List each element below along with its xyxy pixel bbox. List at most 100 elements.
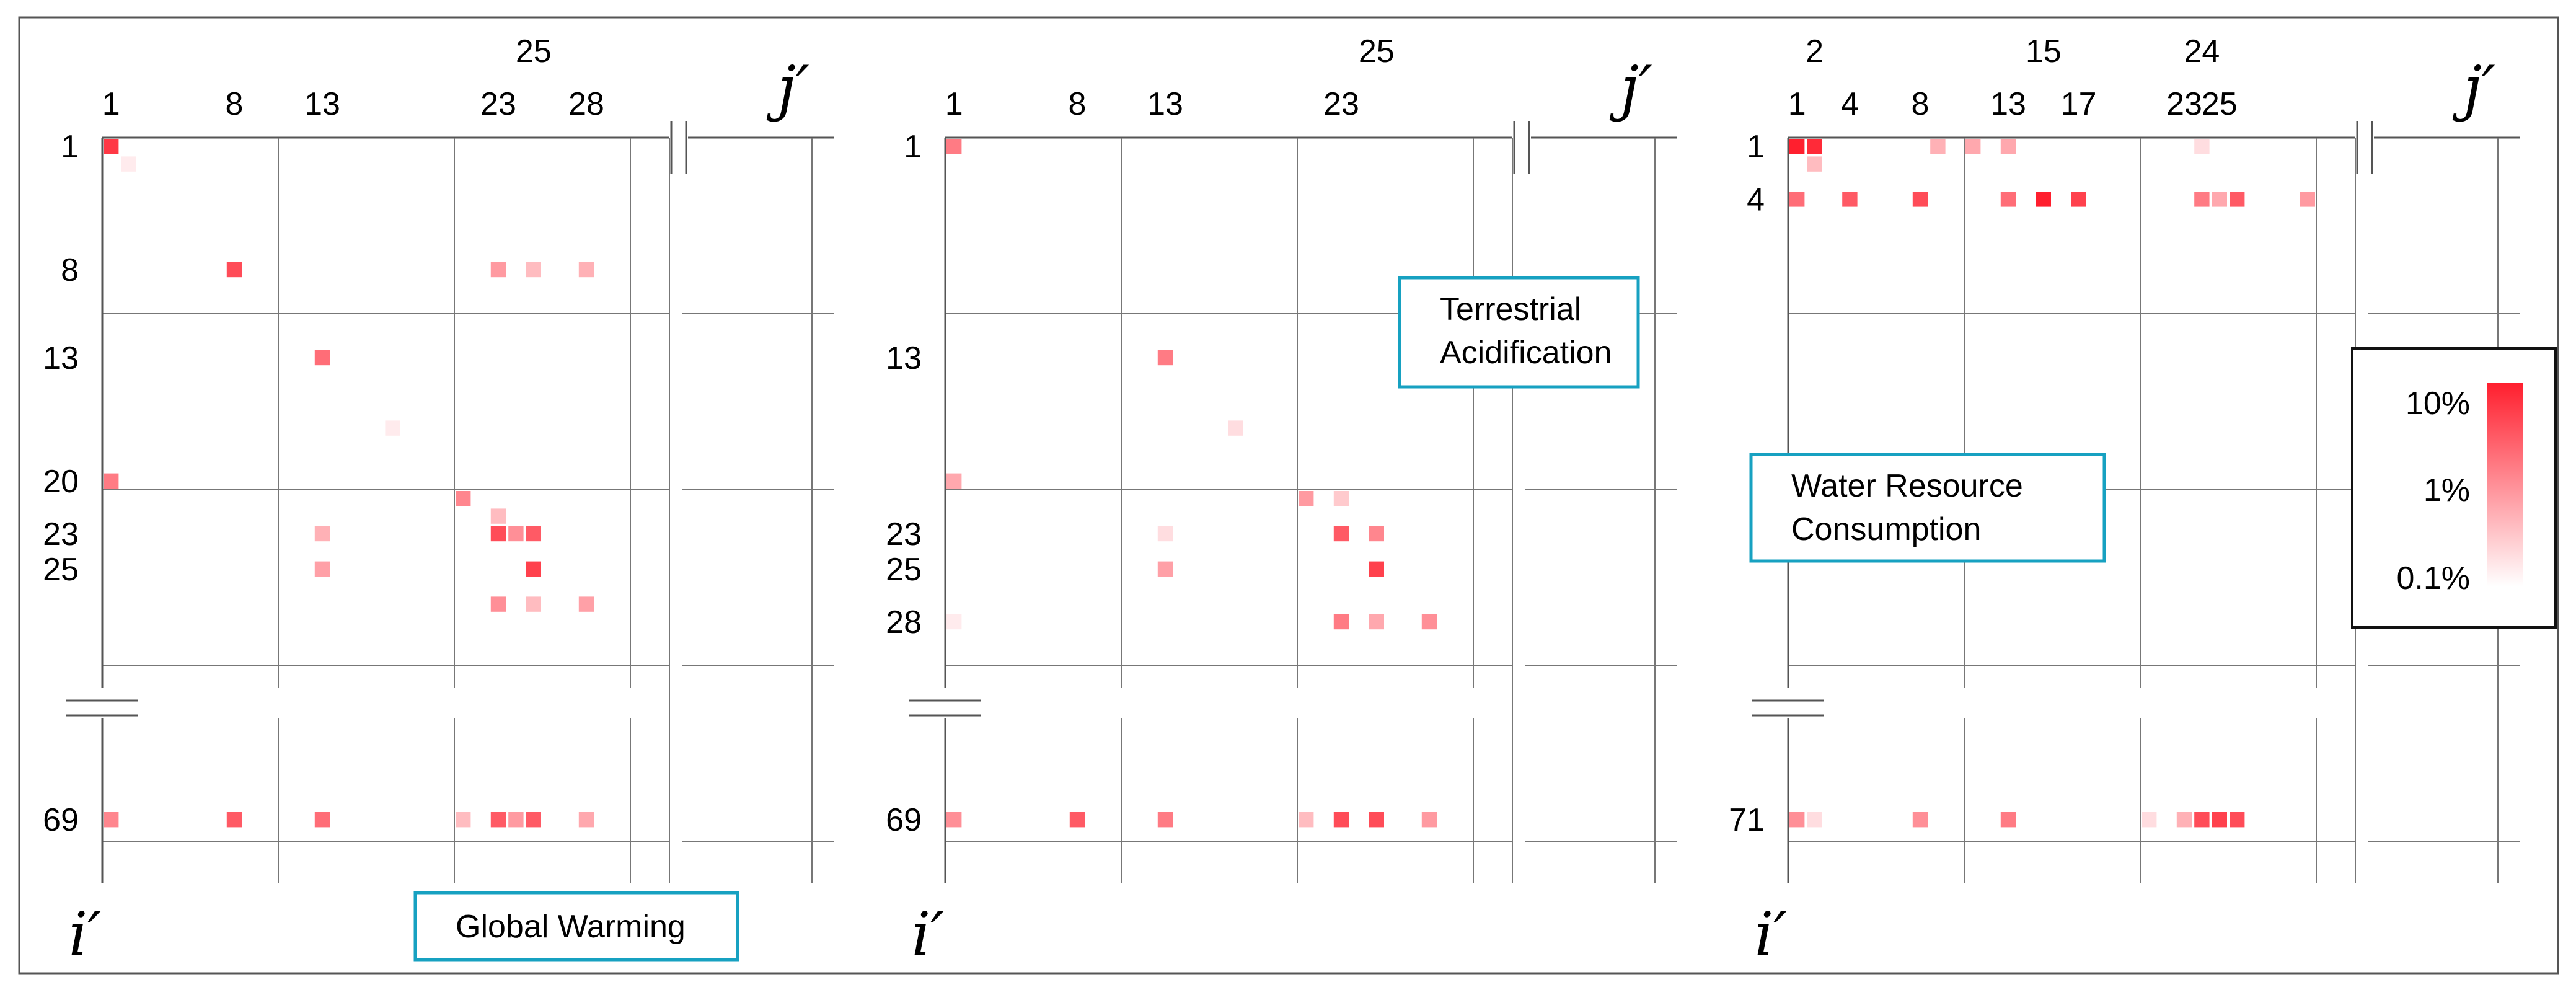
x-tick-label: 17 xyxy=(2061,86,2097,122)
heatmap-cell xyxy=(1807,139,1822,154)
heatmap-cell xyxy=(2071,192,2086,207)
heatmap-cell xyxy=(1157,526,1173,542)
y-tick-label: 23 xyxy=(886,516,922,552)
heatmap-cell xyxy=(1157,350,1173,366)
y-tick-label: 20 xyxy=(43,464,79,500)
y-tick-label: 71 xyxy=(1729,802,1765,838)
heatmap-cell xyxy=(1789,192,1805,207)
heatmap-cell xyxy=(1421,614,1437,630)
heatmap-cell xyxy=(104,812,119,828)
heatmap-cell xyxy=(226,812,242,828)
y-tick-label: 25 xyxy=(43,552,79,588)
y-tick-label: 23 xyxy=(43,516,79,552)
heatmap-cell xyxy=(946,139,962,154)
heatmap-cell xyxy=(526,596,541,612)
heatmap-cell xyxy=(490,812,506,828)
heatmap-cell xyxy=(2194,139,2210,154)
heatmap-cell xyxy=(526,526,541,542)
heatmap-cell xyxy=(1333,614,1349,630)
panel-title-box xyxy=(1749,453,2106,563)
heatmap-cell xyxy=(526,561,541,577)
heatmap-cell xyxy=(526,812,541,828)
y-index-label: i′ xyxy=(912,900,945,969)
y-index-label: i′ xyxy=(69,900,102,969)
heatmap-cell xyxy=(508,812,524,828)
y-tick-label: 1 xyxy=(904,129,922,165)
heatmap-cell xyxy=(1069,812,1085,828)
heatmap-cell xyxy=(2230,812,2245,828)
x-tick-label: 23 xyxy=(2166,86,2202,122)
panel-title-box xyxy=(413,891,739,962)
x-tick-label: 1 xyxy=(1788,86,1806,122)
heatmap-cell xyxy=(1333,812,1349,828)
heatmap-cell xyxy=(104,139,119,154)
legend-color-bar xyxy=(2487,383,2523,586)
heatmap-cell xyxy=(1333,526,1349,542)
heatmap-cell xyxy=(314,561,330,577)
heatmap-cell xyxy=(314,350,330,366)
heatmap-cell xyxy=(1369,526,1384,542)
panel-title: Terrestrial Acidification xyxy=(1440,291,1612,371)
heatmap-cell xyxy=(946,812,962,828)
heatmap-cell xyxy=(1807,156,1822,172)
heatmap-cell xyxy=(314,812,330,828)
y-index-label: i′ xyxy=(1755,900,1788,969)
legend-label: 10% xyxy=(2406,386,2470,422)
heatmap-cell xyxy=(578,596,594,612)
heatmap-cell xyxy=(1157,812,1173,828)
x-tick-label: 28 xyxy=(568,86,604,122)
panel-title: Global Warming xyxy=(456,909,686,945)
x-tick-label: 25 xyxy=(2202,86,2238,122)
heatmap-cell xyxy=(2176,812,2192,828)
color-legend: 10% 1% 0.1% xyxy=(2351,347,2557,629)
heatmap-cell xyxy=(104,473,119,489)
heatmap-cell xyxy=(2212,812,2227,828)
x-tick-label-upper: 2 xyxy=(1806,33,1824,69)
heatmap-cell xyxy=(1369,812,1384,828)
y-tick-label: 4 xyxy=(1747,182,1765,218)
heatmap-cell xyxy=(1369,561,1384,577)
y-tick-label: 13 xyxy=(886,340,922,376)
panel-title-line: Water Resource xyxy=(1791,468,2023,504)
y-tick-label: 69 xyxy=(886,802,922,838)
heatmap-cell xyxy=(2000,812,2016,828)
x-tick-label: 8 xyxy=(1069,86,1087,122)
panel-title-box xyxy=(1398,276,1640,389)
heatmap-cell xyxy=(1299,491,1314,506)
heatmap-cell xyxy=(2194,192,2210,207)
heatmap-cell xyxy=(385,420,400,436)
heatmap-cell xyxy=(1157,561,1173,577)
heatmap-cell xyxy=(1299,812,1314,828)
heatmap-cell xyxy=(490,526,506,542)
heatmap-cell xyxy=(456,491,471,506)
heatmap-cell xyxy=(1930,139,1946,154)
heatmap-cell xyxy=(2000,192,2016,207)
heatmap-cell xyxy=(490,596,506,612)
panel-title-line: Acidification xyxy=(1440,335,1612,371)
x-tick-label: 23 xyxy=(1323,86,1359,122)
y-tick-label: 8 xyxy=(61,252,79,288)
heatmap-cell xyxy=(490,262,506,278)
x-tick-label-upper: 24 xyxy=(2184,33,2220,69)
heatmap-cell xyxy=(2036,192,2051,207)
x-tick-label: 8 xyxy=(226,86,244,122)
x-tick-label: 13 xyxy=(1147,86,1183,122)
x-tick-label: 1 xyxy=(945,86,963,122)
heatmap-cell xyxy=(1807,812,1822,828)
heatmap-cell xyxy=(578,262,594,278)
panel-title: Water Resource Consumption xyxy=(1791,468,2023,547)
heatmap-cell xyxy=(2212,192,2227,207)
y-tick-label: 1 xyxy=(1747,129,1765,165)
panel-title-line: Consumption xyxy=(1791,511,1981,547)
heatmap-cell xyxy=(226,262,242,278)
heatmap-cell xyxy=(1333,491,1349,506)
heatmap-cell xyxy=(1912,812,1928,828)
x-tick-label-upper: 25 xyxy=(1359,33,1395,69)
heatmap-cell xyxy=(2230,192,2245,207)
